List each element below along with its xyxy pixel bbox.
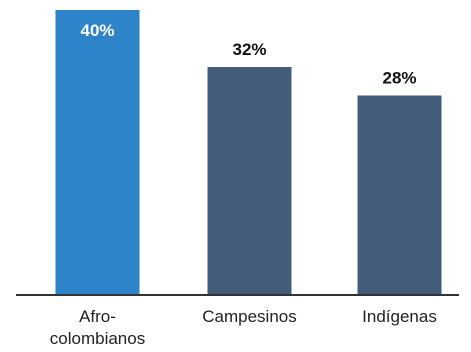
category-label-0: Afro-colombianos bbox=[50, 307, 145, 348]
category-label-line: Indígenas bbox=[362, 307, 437, 326]
value-label-1: 32% bbox=[232, 40, 266, 59]
category-label-line: colombianos bbox=[50, 329, 145, 348]
bar-1 bbox=[207, 67, 292, 295]
value-label-0: 40% bbox=[80, 21, 114, 40]
value-label-2: 28% bbox=[382, 69, 416, 88]
bar-2 bbox=[357, 95, 442, 295]
category-label-1: Campesinos bbox=[202, 307, 297, 326]
category-label-2: Indígenas bbox=[362, 307, 437, 326]
category-label-line: Afro- bbox=[79, 307, 116, 326]
category-label-line: Campesinos bbox=[202, 307, 297, 326]
bar-0 bbox=[55, 10, 140, 295]
bars-group bbox=[55, 10, 442, 295]
category-labels-group: Afro-colombianos Campesinos Indígenas bbox=[50, 307, 437, 348]
value-labels-group: 40% 32% 28% bbox=[80, 21, 416, 88]
